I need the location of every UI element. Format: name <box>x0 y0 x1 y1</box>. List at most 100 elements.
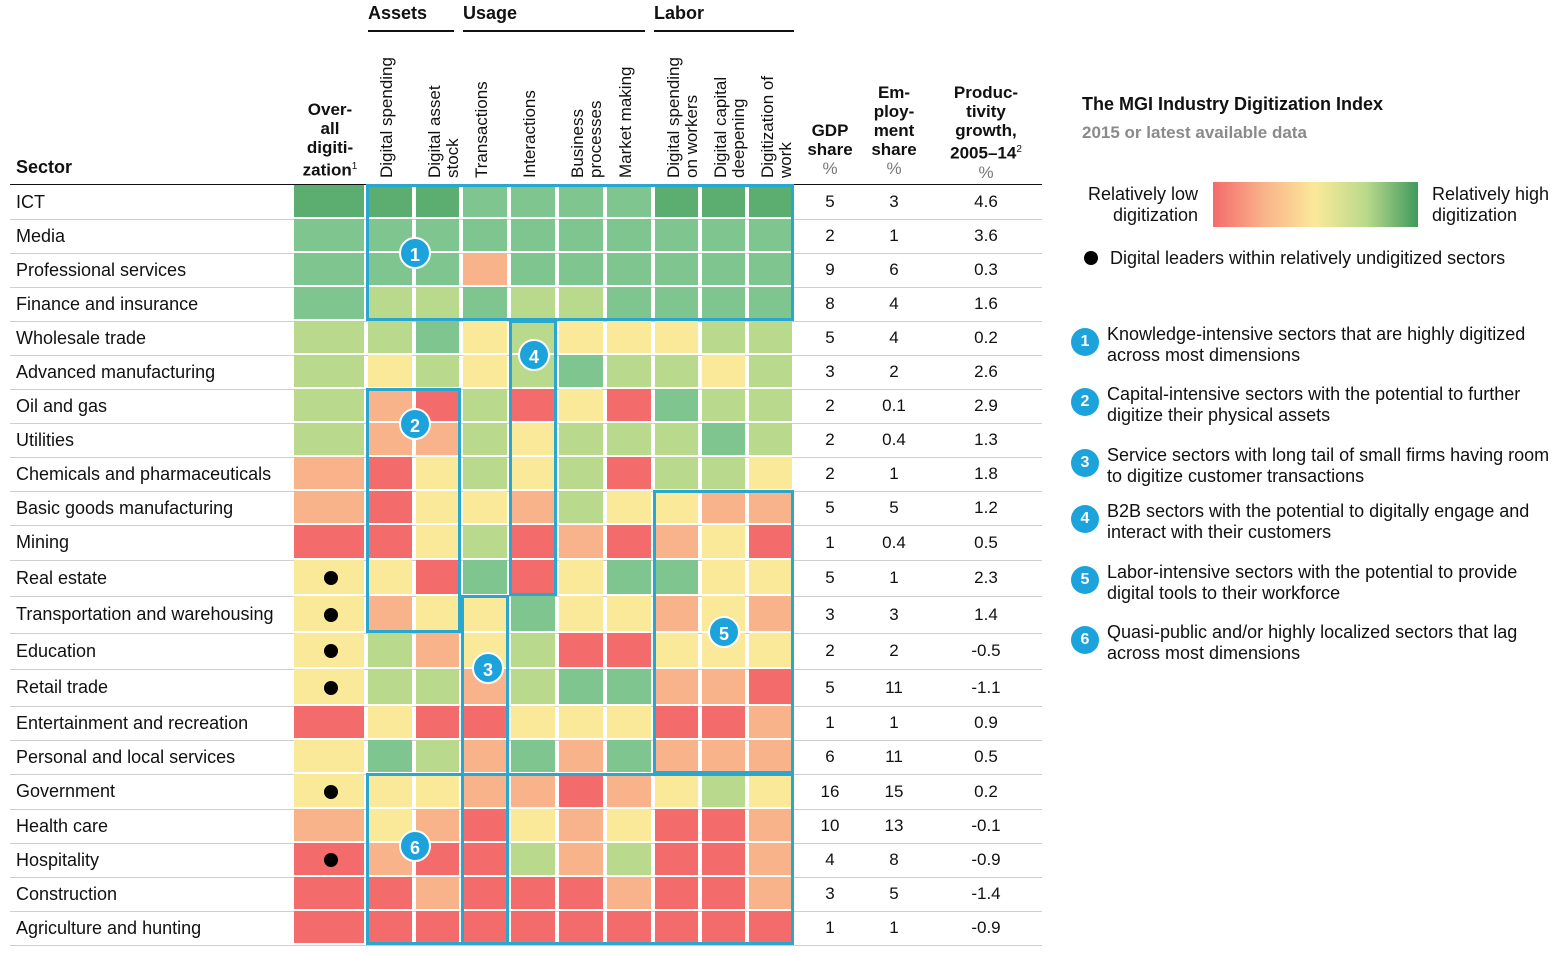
heatmap-cell <box>294 809 364 841</box>
heatmap-cell <box>294 287 364 319</box>
heatmap-cell <box>463 877 507 909</box>
heatmap-cell <box>294 423 364 455</box>
heatmap-cell <box>702 219 745 251</box>
heatmap-cell <box>368 287 412 319</box>
heatmap-cell <box>607 321 651 353</box>
heatmap-cell <box>749 253 792 285</box>
heatmap-cell <box>416 706 459 738</box>
heatmap-cell <box>294 355 364 387</box>
heatmap-cell <box>368 774 412 807</box>
cluster-badge-3: 3 <box>472 652 504 684</box>
heatmap-cell <box>607 560 651 594</box>
heatmap-cell <box>416 287 459 319</box>
employment-share-value: 13 <box>884 816 904 835</box>
heatmap-cell <box>749 560 792 594</box>
heatmap-cell <box>559 491 603 523</box>
heatmap-cell <box>702 457 745 489</box>
sector-label: Government <box>16 781 116 801</box>
cluster-legend-text-3: Service sectors with long tail of small … <box>1107 445 1550 486</box>
sector-label: Advanced manufacturing <box>16 361 216 382</box>
leader-dot-icon <box>1084 251 1098 265</box>
sector-label: Wholesale trade <box>16 327 147 348</box>
heatmap-cell <box>655 706 698 738</box>
productivity-growth-value: -1.4 <box>971 884 1001 903</box>
heatmap-cell <box>655 877 698 909</box>
heatmap-cell <box>416 185 459 217</box>
prod-header-line: growth, <box>955 121 1017 140</box>
heatmap-cell <box>416 633 459 667</box>
metric-header-line: Market making <box>616 66 635 178</box>
heatmap-cell <box>655 809 698 841</box>
gdp-header-line: GDP <box>811 121 849 140</box>
heatmap-cell <box>463 843 507 875</box>
heatmap-cell <box>607 596 651 631</box>
heatmap-cell <box>511 219 555 251</box>
heatmap-cell <box>559 389 603 421</box>
heatmap-cell <box>749 774 792 807</box>
heatmap-cell <box>559 355 603 387</box>
employment-share-value: 0.4 <box>882 532 906 552</box>
heatmap-cell <box>511 457 555 489</box>
heatmap-cell <box>511 633 555 667</box>
heatmap-cell <box>702 740 745 772</box>
cluster-legend-badge-5: 5 <box>1071 566 1099 594</box>
heatmap-cell <box>607 355 651 387</box>
heatmap-cell <box>749 596 792 631</box>
cluster-badge-4: 4 <box>518 339 550 371</box>
metric-header-line: Interactions <box>520 90 539 178</box>
gdp-share-value: 1 <box>825 713 835 732</box>
legend-title: The MGI Industry Digitization Index <box>1082 94 1384 114</box>
gdp-header-line: share <box>807 140 853 159</box>
heatmap-cell <box>702 321 745 353</box>
sector-label: Professional services <box>16 259 187 280</box>
legend-dot-label: Digital leaders within relatively undigi… <box>1110 248 1506 268</box>
metric-header-line: processes <box>586 100 605 178</box>
heatmap-cell <box>559 633 603 667</box>
employment-share-value: 1 <box>889 918 899 937</box>
heatmap-cell <box>655 457 698 489</box>
heatmap-cell <box>559 185 603 217</box>
employment-share-value: 1 <box>889 226 899 245</box>
employment-share-value: 3 <box>889 192 899 211</box>
heatmap-cell <box>607 287 651 319</box>
employment-share-value: 4 <box>889 328 899 347</box>
heatmap-cell <box>559 877 603 909</box>
heatmap-cell <box>749 185 792 217</box>
heatmap-cell <box>655 491 698 523</box>
heatmap-cell <box>655 740 698 772</box>
heatmap-cell <box>655 774 698 807</box>
heatmap-cell <box>655 287 698 319</box>
heatmap-cell <box>559 219 603 251</box>
productivity-growth-value: 1.6 <box>974 294 998 313</box>
heatmap-cell <box>559 596 603 631</box>
cluster-legend-badge-4: 4 <box>1071 505 1099 533</box>
gdp-share-value: 2 <box>825 430 835 449</box>
heatmap-cell <box>559 706 603 738</box>
heatmap-cell <box>655 669 698 704</box>
heatmap-cell <box>559 843 603 875</box>
heatmap-cell <box>294 185 364 217</box>
sector-label: Basic goods manufacturing <box>16 497 234 518</box>
heatmap-cell <box>511 740 555 772</box>
heatmap-cell <box>607 185 651 217</box>
productivity-growth-value: -0.9 <box>971 918 1001 937</box>
heatmap-cell <box>607 423 651 455</box>
heatmap-cell <box>607 491 651 523</box>
digital-leader-dot <box>324 571 338 585</box>
sector-label: Education <box>16 640 97 661</box>
metric-header-line: Digital asset <box>425 85 444 178</box>
heatmap-cell <box>463 355 507 387</box>
gdp-share-value: 5 <box>825 677 835 697</box>
metric-header-9: Digitization of work <box>758 76 795 178</box>
sector-label: Chemicals and pharmaceuticals <box>16 463 272 484</box>
heatmap-cell <box>511 774 555 807</box>
sector-label: Finance and insurance <box>16 293 199 314</box>
gdp-share-value: 2 <box>825 396 835 415</box>
gdp-share-value: 2 <box>825 641 835 660</box>
heatmap-cell <box>559 740 603 772</box>
heatmap-cell <box>749 669 792 704</box>
employment-share-value: 0.4 <box>882 430 906 449</box>
heatmap-cell <box>655 185 698 217</box>
employment-share-value: 5 <box>889 884 899 903</box>
employment-share-value: 3 <box>889 604 899 624</box>
